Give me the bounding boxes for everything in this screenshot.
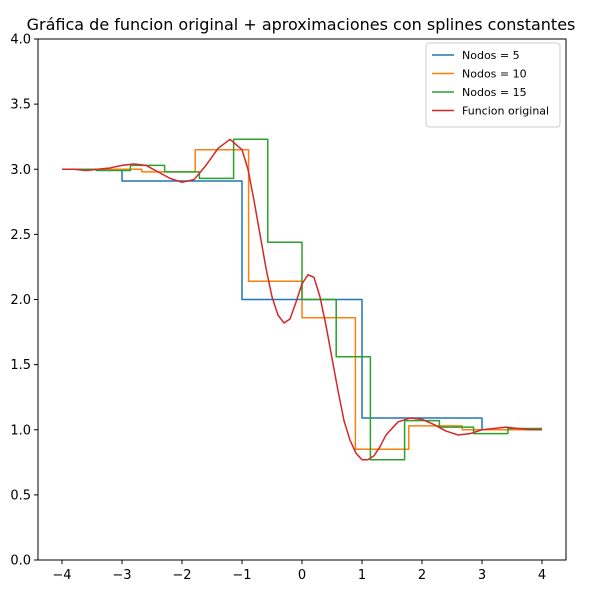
y-tick-label: 3.5 bbox=[10, 98, 31, 113]
series-line-2 bbox=[62, 138, 542, 461]
legend-label: Nodos = 5 bbox=[462, 49, 520, 62]
legend: Nodos = 5 Nodos = 10 Nodos = 15 Funcion ori… bbox=[425, 42, 561, 128]
y-tick-label: 1.5 bbox=[10, 358, 31, 373]
y-tick-label: 2.0 bbox=[10, 293, 31, 308]
x-tick-label: 3 bbox=[478, 568, 486, 583]
legend-box bbox=[425, 42, 561, 128]
x-tick-label: 0 bbox=[298, 568, 306, 583]
y-tick-label: 2.5 bbox=[10, 228, 31, 243]
chart-title: Gráfica de funcion original + aproximaci… bbox=[27, 15, 576, 34]
x-tick-label: −3 bbox=[112, 568, 131, 583]
x-tick-label: −4 bbox=[52, 568, 71, 583]
legend-label: Nodos = 15 bbox=[462, 86, 527, 99]
x-tick-label: −2 bbox=[172, 568, 191, 583]
x-tick-label: 1 bbox=[358, 568, 366, 583]
series-layer bbox=[62, 138, 542, 461]
x-tick-label: −1 bbox=[232, 568, 251, 583]
legend-label: Funcion original bbox=[462, 105, 549, 118]
y-tick-label: 0.5 bbox=[10, 488, 31, 503]
x-tick-label: 2 bbox=[418, 568, 426, 583]
ticks-layer: −4 −3 −2 −1 0 1 2 3 4 0.0 0.5 1.0 1.5 2.0 2.5 3.0 3.5 4.0 bbox=[10, 33, 546, 584]
y-tick-label: 0.0 bbox=[10, 554, 31, 569]
legend-label: Nodos = 10 bbox=[462, 68, 527, 81]
y-tick-label: 1.0 bbox=[10, 423, 31, 438]
x-tick-label: 4 bbox=[538, 568, 546, 583]
series-line-3 bbox=[62, 138, 542, 461]
y-tick-label: 4.0 bbox=[10, 33, 31, 48]
y-tick-label: 3.0 bbox=[10, 163, 31, 178]
